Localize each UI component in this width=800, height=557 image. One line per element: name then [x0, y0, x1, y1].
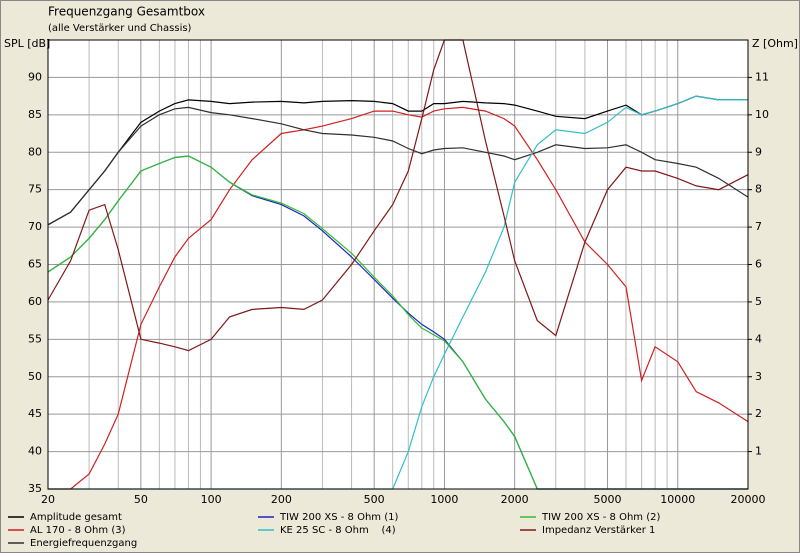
y-tick-label: 45	[28, 407, 42, 420]
legend-label: Impedanz Verstärker 1	[542, 525, 655, 536]
x-tick-label: 5000	[594, 493, 622, 506]
legend-label: TIW 200 XS - 8 Ohm (1)	[279, 512, 398, 523]
x-tick-label: 500	[364, 493, 385, 506]
chart-title: Frequenzgang Gesamtbox	[48, 5, 205, 19]
y2-tick-label: 10	[755, 108, 769, 121]
y-tick-label: 60	[28, 295, 42, 308]
y-tick-label: 55	[28, 332, 42, 345]
legend-label: AL 170 - 8 Ohm (3)	[30, 525, 126, 536]
x-tick-label: 20000	[731, 493, 766, 506]
x-tick-label: 1000	[430, 493, 458, 506]
legend-label: Energiefrequenzgang	[30, 538, 137, 549]
series-line	[47, 106, 749, 226]
lines	[47, 39, 749, 490]
y2-tick-label: 3	[755, 370, 762, 383]
y2-tick-label: 2	[755, 407, 762, 420]
x-tick-label: 100	[201, 493, 222, 506]
y-tick-label: 65	[28, 258, 42, 271]
x-tick-label: 200	[271, 493, 292, 506]
y2-tick-label: 8	[755, 183, 762, 196]
y2-tick-label: 4	[755, 332, 762, 345]
y2-tick-label: 9	[755, 145, 762, 158]
legend-label: TIW 200 XS - 8 Ohm (2)	[541, 512, 660, 523]
y-axis-label: SPL [dB]	[4, 37, 50, 50]
series-line	[47, 39, 749, 352]
y2-tick-label: 5	[755, 295, 762, 308]
grid	[47, 40, 749, 490]
y2-tick-label: 7	[755, 220, 762, 233]
legend-label: KE 25 SC - 8 Ohm (4)	[280, 525, 396, 536]
y2-axis-label: Z [Ohm]	[752, 37, 798, 50]
chart-subtitle: (alle Verstärker und Chassis)	[48, 23, 192, 34]
y2-tick-label: 11	[755, 70, 769, 83]
legend-label: Amplitude gesamt	[30, 512, 122, 523]
x-tick-label: 20	[41, 493, 55, 506]
x-tick-label: 2000	[501, 493, 529, 506]
x-tick-label: 10000	[660, 493, 695, 506]
y-tick-label: 80	[28, 145, 42, 158]
y-tick-label: 85	[28, 108, 42, 121]
legend: Amplitude gesamt AL 170 - 8 Ohm (3) Energi…	[8, 512, 660, 549]
series-line	[47, 95, 748, 226]
y-tick-label: 70	[28, 220, 42, 233]
y-tick-label: 75	[28, 183, 42, 196]
x-tick-label: 50	[134, 493, 148, 506]
y-tick-label: 90	[28, 70, 42, 83]
y2-tick-label: 6	[755, 258, 762, 271]
y-tick-label: 40	[28, 445, 42, 458]
series-line	[48, 106, 749, 490]
y-tick-label: 35	[28, 482, 42, 495]
y2-tick-label: 1	[755, 445, 762, 458]
y-tick-label: 50	[28, 370, 42, 383]
